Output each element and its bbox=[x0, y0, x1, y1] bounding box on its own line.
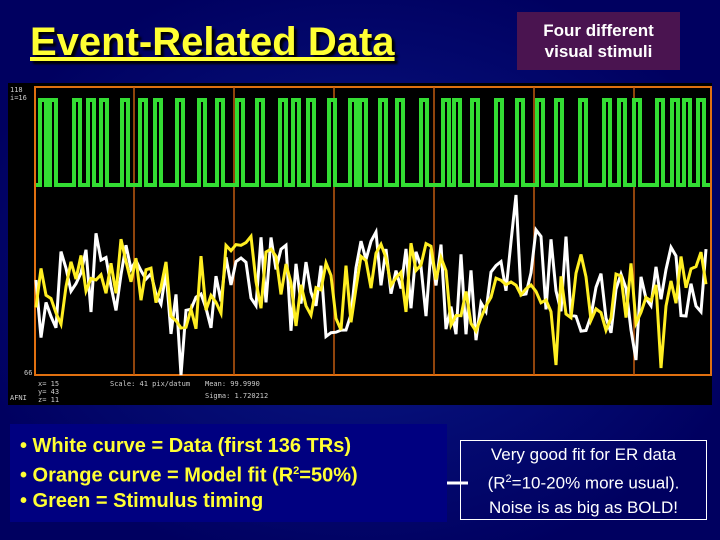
note-line: (R2=10-20% more usual). bbox=[461, 467, 706, 496]
plot-frame bbox=[34, 86, 712, 376]
bullet: • Orange curve = Model fit (R2=50%) bbox=[20, 459, 447, 489]
text: • Green = Stimulus timing bbox=[20, 489, 264, 512]
axis-label: i=16 bbox=[10, 94, 27, 102]
slide-title: Event-Related Data bbox=[30, 20, 395, 64]
status-text: x= 15 bbox=[38, 380, 59, 388]
data-curve bbox=[34, 194, 708, 376]
bullet: • Green = Stimulus timing bbox=[20, 489, 447, 514]
callout: Four different visual stimuli bbox=[517, 12, 680, 70]
status-text: Scale: 41 pix/datum bbox=[110, 380, 190, 388]
bullet: • White curve = Data (first 136 TRs) bbox=[20, 434, 447, 459]
superscript: 2 bbox=[505, 473, 512, 485]
bullet-box: • White curve = Data (first 136 TRs) • O… bbox=[10, 424, 447, 522]
axis-label: 118 bbox=[10, 86, 23, 94]
text: Noise is as big as BOLD! bbox=[489, 497, 678, 517]
note-box: Very good fit for ER data (R2=10-20% mor… bbox=[460, 440, 707, 520]
status-text: Mean: 99.9990 bbox=[205, 380, 260, 388]
text: =10-20% more usual). bbox=[511, 473, 680, 493]
axis-label: 66 bbox=[24, 369, 32, 377]
superscript: 2 bbox=[293, 465, 300, 477]
text: • Orange curve = Model fit (R bbox=[20, 464, 294, 487]
stimulus-curve bbox=[36, 98, 710, 187]
note-line: Noise is as big as BOLD! bbox=[461, 496, 706, 520]
status-text: Sigma: 1.720212 bbox=[205, 392, 268, 400]
fit-curve bbox=[34, 232, 708, 369]
logo-text: AFNI bbox=[10, 394, 27, 402]
status-text: y= 43 bbox=[38, 388, 59, 396]
callout-line: Four different bbox=[543, 21, 654, 40]
status-text: z= 11 bbox=[38, 396, 59, 404]
note-line: Very good fit for ER data bbox=[461, 443, 706, 467]
text: Very good fit for ER data bbox=[490, 445, 677, 464]
text: (R bbox=[487, 473, 506, 493]
text: • White curve = Data (first 136 TRs) bbox=[20, 435, 351, 457]
callout-line: visual stimuli bbox=[544, 42, 653, 61]
text: =50%) bbox=[299, 464, 358, 487]
